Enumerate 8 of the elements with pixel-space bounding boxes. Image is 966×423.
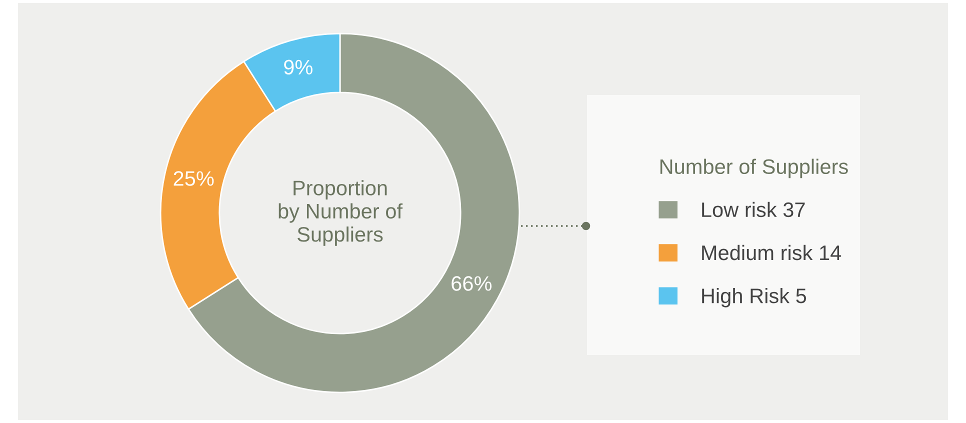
legend-label: Low risk 37 [702,202,805,218]
legend-label: Medium risk 14 [702,244,842,260]
text: Proportion by Number of Suppliers [278,180,403,246]
legend-label: High Risk 5 [702,288,806,308]
data-label: 9% [284,60,312,75]
data-label: 25% [174,171,214,186]
data-label: 66% [452,276,492,291]
legend-title: Number of Suppliers [660,158,848,178]
